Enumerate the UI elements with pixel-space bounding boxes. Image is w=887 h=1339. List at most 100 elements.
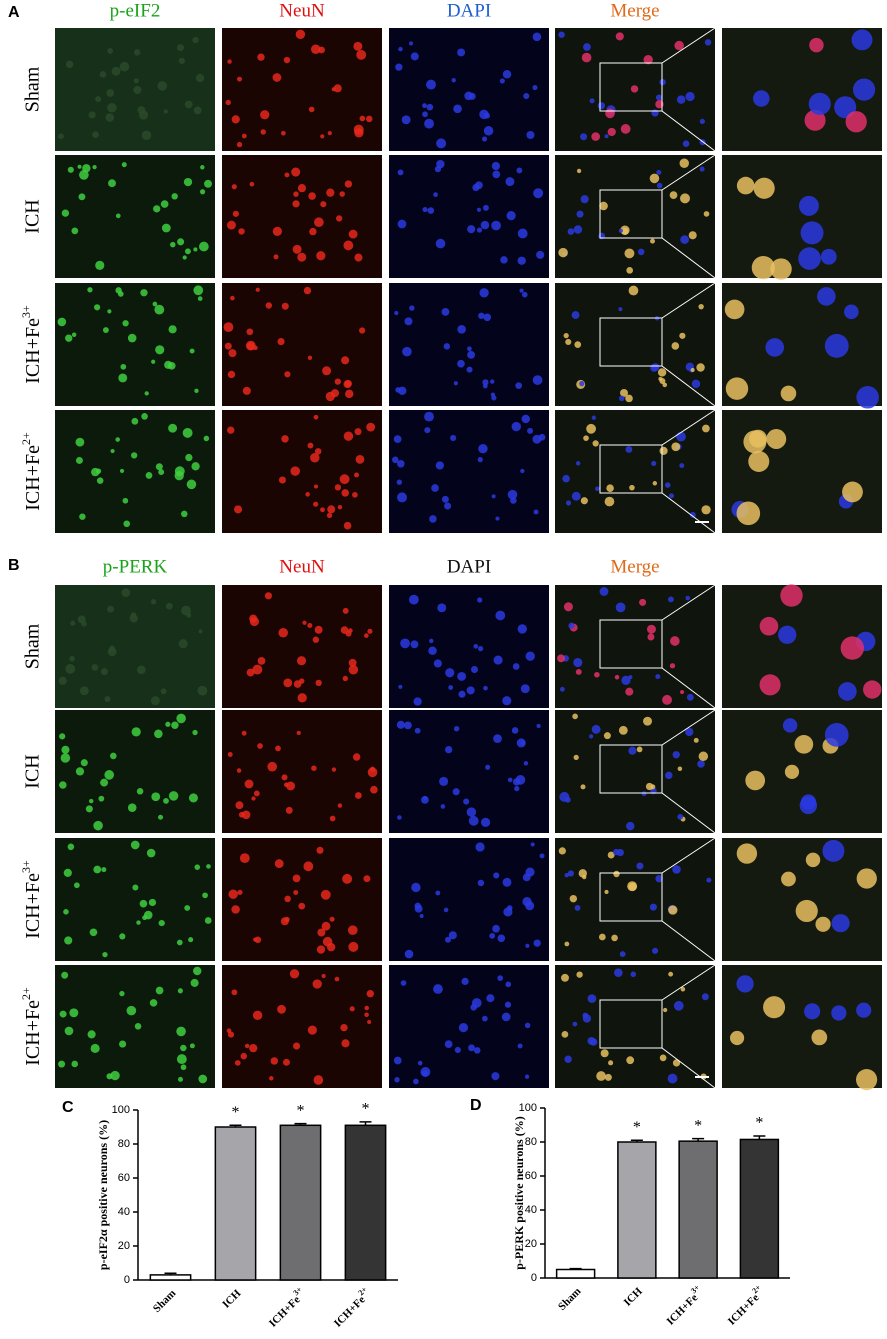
cell xyxy=(784,764,800,780)
cell xyxy=(628,675,633,680)
cell xyxy=(132,884,139,891)
micrograph xyxy=(222,965,382,1088)
cell xyxy=(153,205,161,213)
cell xyxy=(329,815,336,822)
cell xyxy=(651,109,659,117)
cell xyxy=(272,226,282,236)
cell xyxy=(671,442,681,452)
cell xyxy=(154,729,163,739)
zoom-line xyxy=(661,584,716,621)
cell xyxy=(441,307,450,316)
bar xyxy=(214,1126,257,1281)
zoom-line xyxy=(661,492,716,534)
cell xyxy=(595,486,600,492)
cell xyxy=(628,746,637,755)
cell xyxy=(817,287,836,306)
cell xyxy=(186,479,197,490)
cell xyxy=(228,349,237,358)
cell xyxy=(397,219,407,229)
cell xyxy=(110,1070,120,1081)
cell xyxy=(238,811,245,818)
cell xyxy=(765,338,785,357)
x-tick-label: ICH+Fe3+ xyxy=(662,1283,706,1327)
cell xyxy=(90,1043,100,1054)
cell xyxy=(564,796,571,803)
cell xyxy=(92,131,99,138)
cell xyxy=(483,126,494,136)
cell xyxy=(348,229,358,239)
cell xyxy=(662,382,668,388)
cell xyxy=(392,456,399,464)
cell xyxy=(160,200,169,208)
cell xyxy=(563,332,569,339)
y-tick-label: 40 xyxy=(525,1204,537,1216)
cell xyxy=(178,639,188,649)
cell xyxy=(618,228,624,233)
cell xyxy=(63,868,72,878)
cell xyxy=(435,461,444,470)
micrograph xyxy=(389,965,549,1088)
cell xyxy=(352,492,358,498)
cell xyxy=(341,356,350,365)
significance: * xyxy=(755,1115,763,1132)
bar xyxy=(555,1268,596,1279)
cell xyxy=(70,620,76,626)
cell xyxy=(230,295,235,301)
cell xyxy=(363,875,371,883)
cell xyxy=(426,103,434,111)
cell xyxy=(506,211,516,221)
cell xyxy=(284,895,291,903)
cell xyxy=(659,1054,667,1062)
cell xyxy=(182,255,187,260)
cell xyxy=(663,1007,668,1013)
cell xyxy=(134,1023,142,1030)
cell xyxy=(499,78,505,84)
cell xyxy=(370,785,378,794)
cell xyxy=(662,694,673,705)
cell xyxy=(278,476,287,484)
cell xyxy=(297,252,307,262)
cell xyxy=(444,502,452,510)
cell xyxy=(575,668,582,675)
cell xyxy=(101,867,107,873)
inset-box xyxy=(599,872,663,922)
cell xyxy=(244,1043,250,1049)
cell xyxy=(629,484,635,491)
cell xyxy=(604,889,609,894)
significance: * xyxy=(297,1102,305,1119)
cell xyxy=(690,368,695,373)
cell xyxy=(520,684,530,694)
cell xyxy=(852,78,876,101)
cell xyxy=(780,385,797,402)
cell xyxy=(95,468,102,474)
cell xyxy=(410,52,419,61)
cell xyxy=(203,435,210,442)
cell xyxy=(61,971,69,979)
cell xyxy=(341,1039,350,1048)
cell xyxy=(192,36,199,44)
cell xyxy=(400,980,407,986)
cell xyxy=(307,355,313,360)
cell xyxy=(481,136,488,142)
cell xyxy=(643,54,653,65)
cell xyxy=(348,658,357,667)
cell xyxy=(198,1074,208,1084)
inset-box xyxy=(599,189,663,239)
cell xyxy=(564,1055,572,1063)
cell xyxy=(87,287,93,293)
cell xyxy=(67,843,75,851)
cell xyxy=(293,680,302,688)
cell xyxy=(119,468,125,474)
zoom-line xyxy=(661,110,716,152)
cell xyxy=(815,916,831,932)
cell xyxy=(110,448,115,454)
cell xyxy=(525,943,530,948)
cell xyxy=(435,890,441,896)
cell xyxy=(145,472,153,479)
cell xyxy=(115,213,121,219)
cell xyxy=(274,859,284,868)
cell xyxy=(625,446,633,453)
micrograph xyxy=(55,28,215,151)
cell xyxy=(468,92,476,100)
micrograph xyxy=(722,965,882,1091)
